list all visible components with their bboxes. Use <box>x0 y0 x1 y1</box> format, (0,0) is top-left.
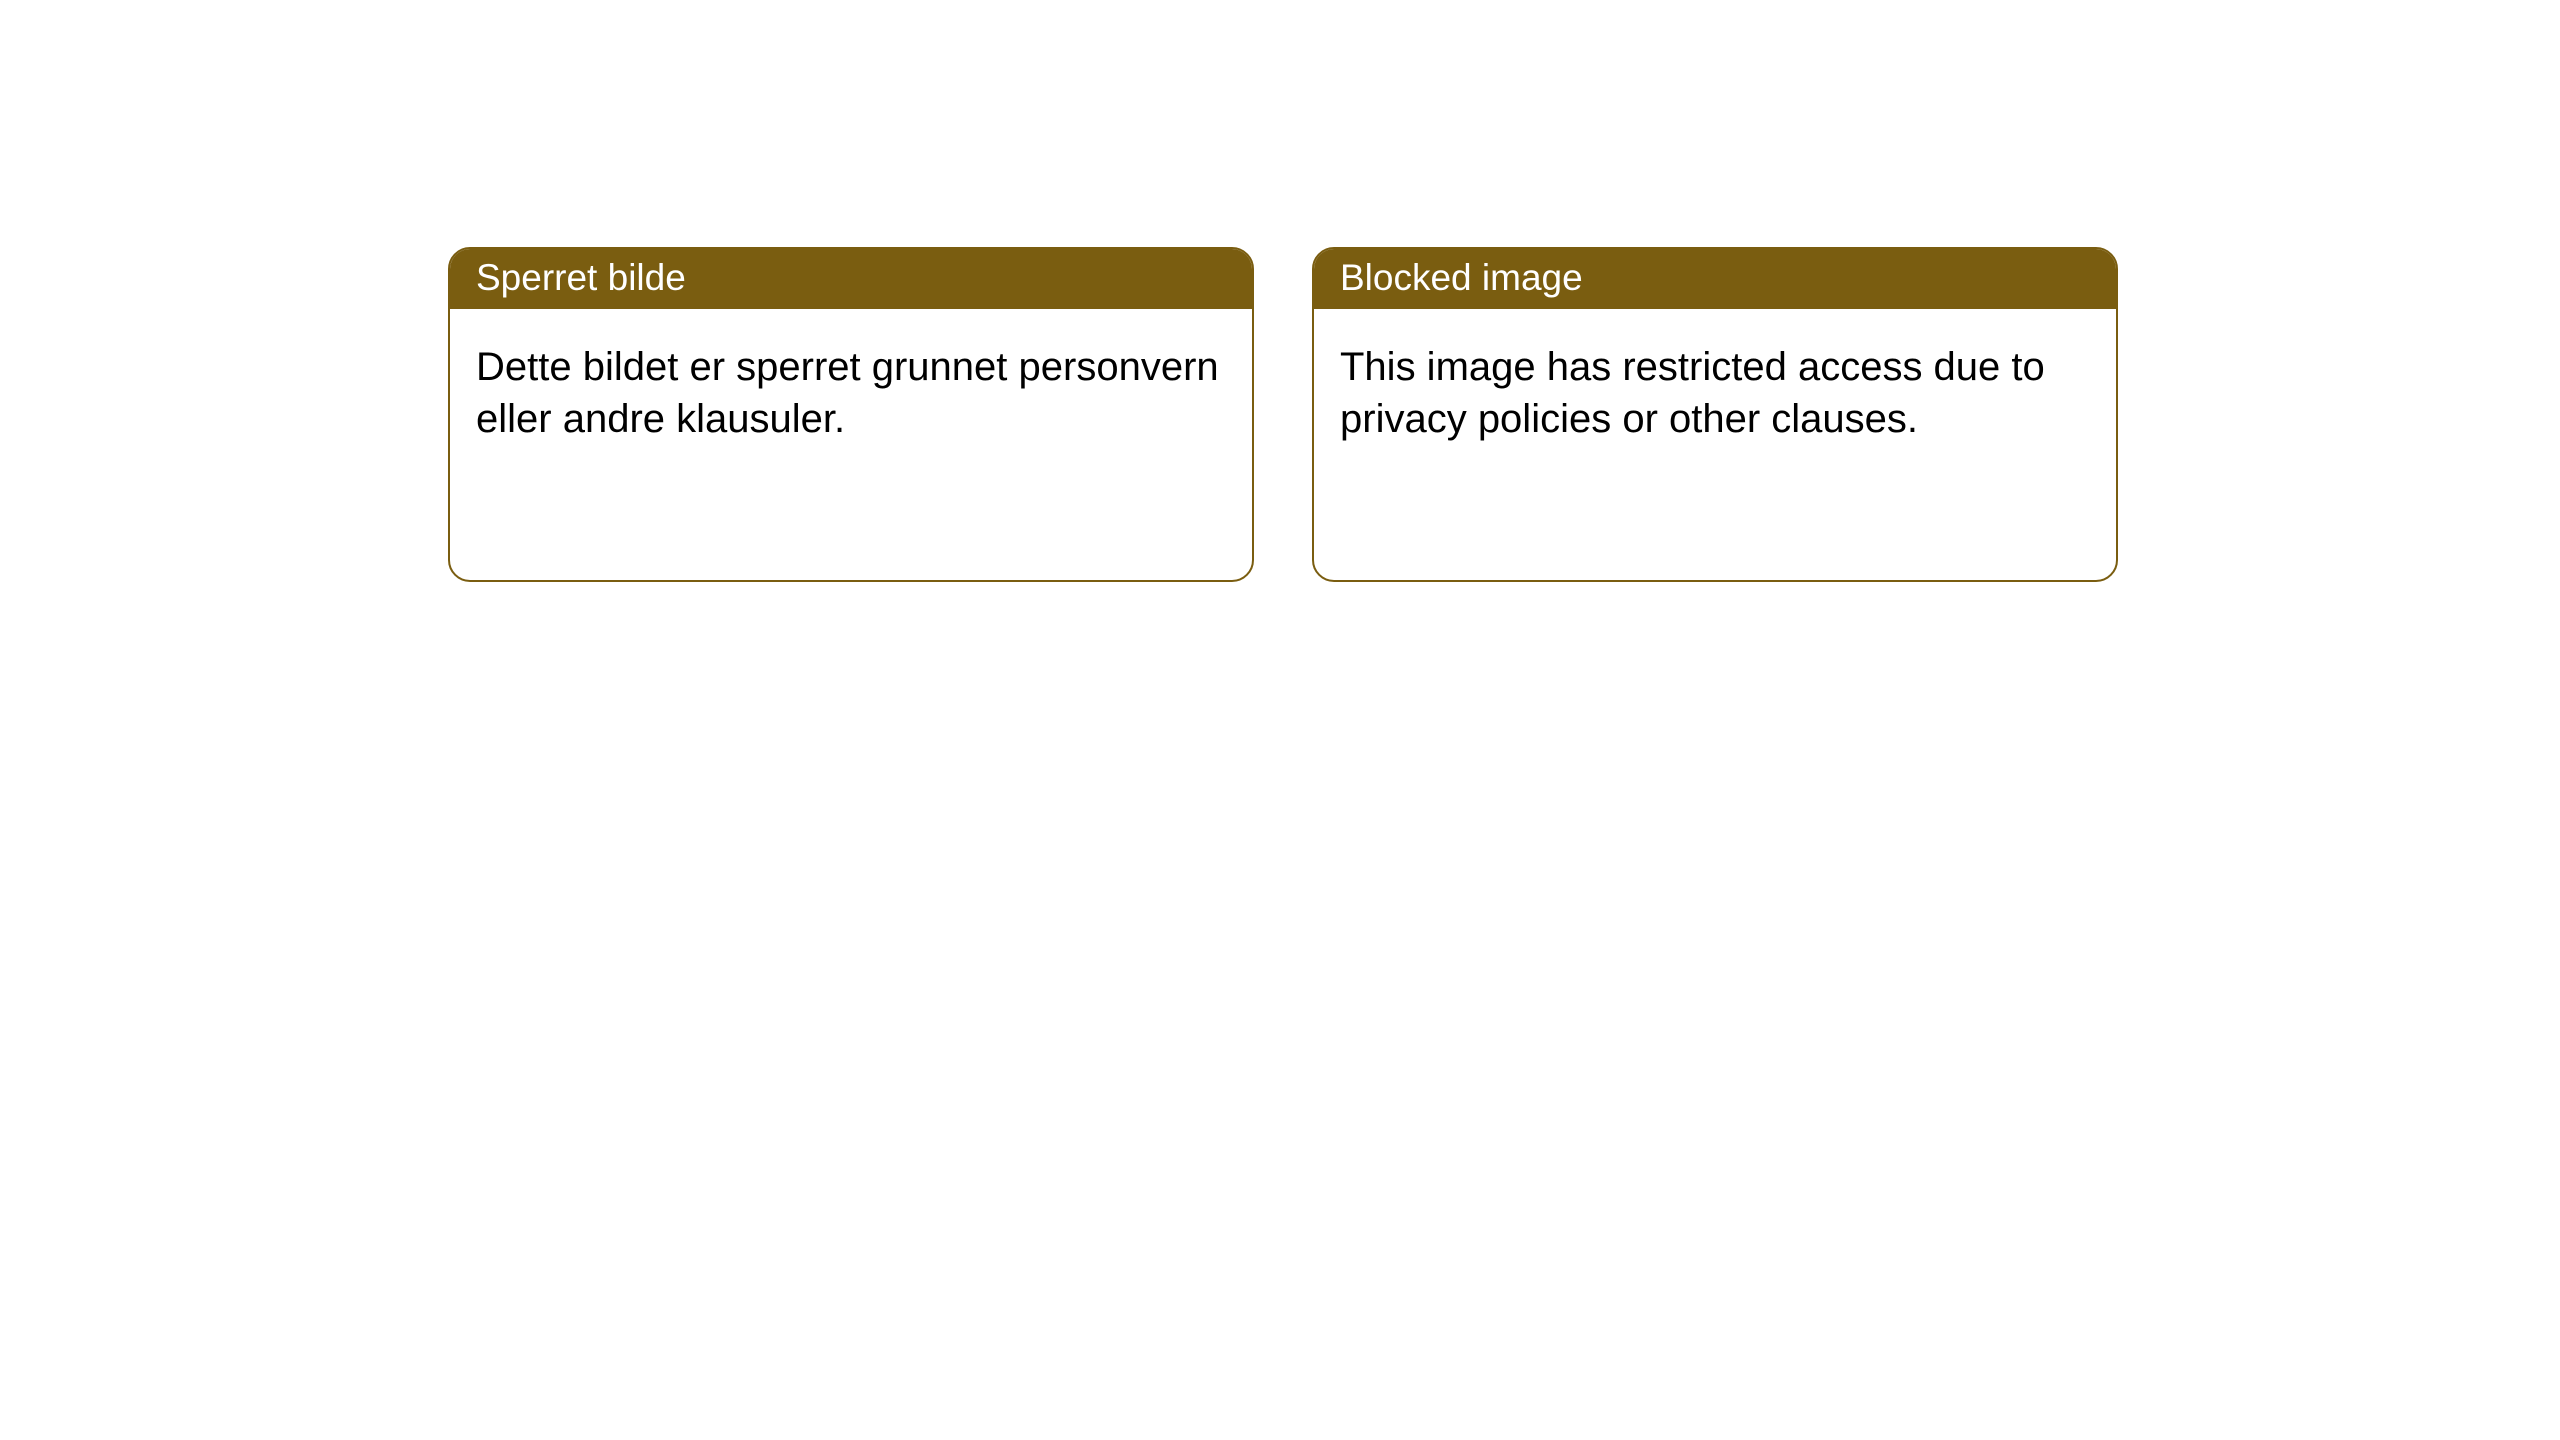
notice-card-english: Blocked image This image has restricted … <box>1312 247 2118 582</box>
notice-header: Sperret bilde <box>450 249 1252 309</box>
notice-body: This image has restricted access due to … <box>1314 309 2116 477</box>
notice-card-norwegian: Sperret bilde Dette bildet er sperret gr… <box>448 247 1254 582</box>
notice-header: Blocked image <box>1314 249 2116 309</box>
notice-body: Dette bildet er sperret grunnet personve… <box>450 309 1252 477</box>
notice-container: Sperret bilde Dette bildet er sperret gr… <box>0 0 2560 582</box>
